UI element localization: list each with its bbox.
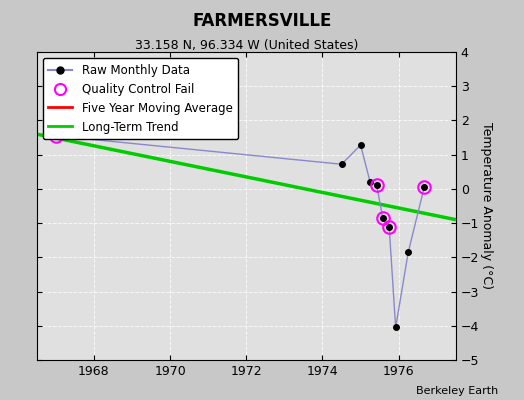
Title: 33.158 N, 96.334 W (United States): 33.158 N, 96.334 W (United States) (135, 39, 358, 52)
Text: Berkeley Earth: Berkeley Earth (416, 386, 498, 396)
Text: FARMERSVILLE: FARMERSVILLE (192, 12, 332, 30)
Y-axis label: Temperature Anomaly (°C): Temperature Anomaly (°C) (480, 122, 493, 290)
Legend: Raw Monthly Data, Quality Control Fail, Five Year Moving Average, Long-Term Tren: Raw Monthly Data, Quality Control Fail, … (42, 58, 238, 140)
